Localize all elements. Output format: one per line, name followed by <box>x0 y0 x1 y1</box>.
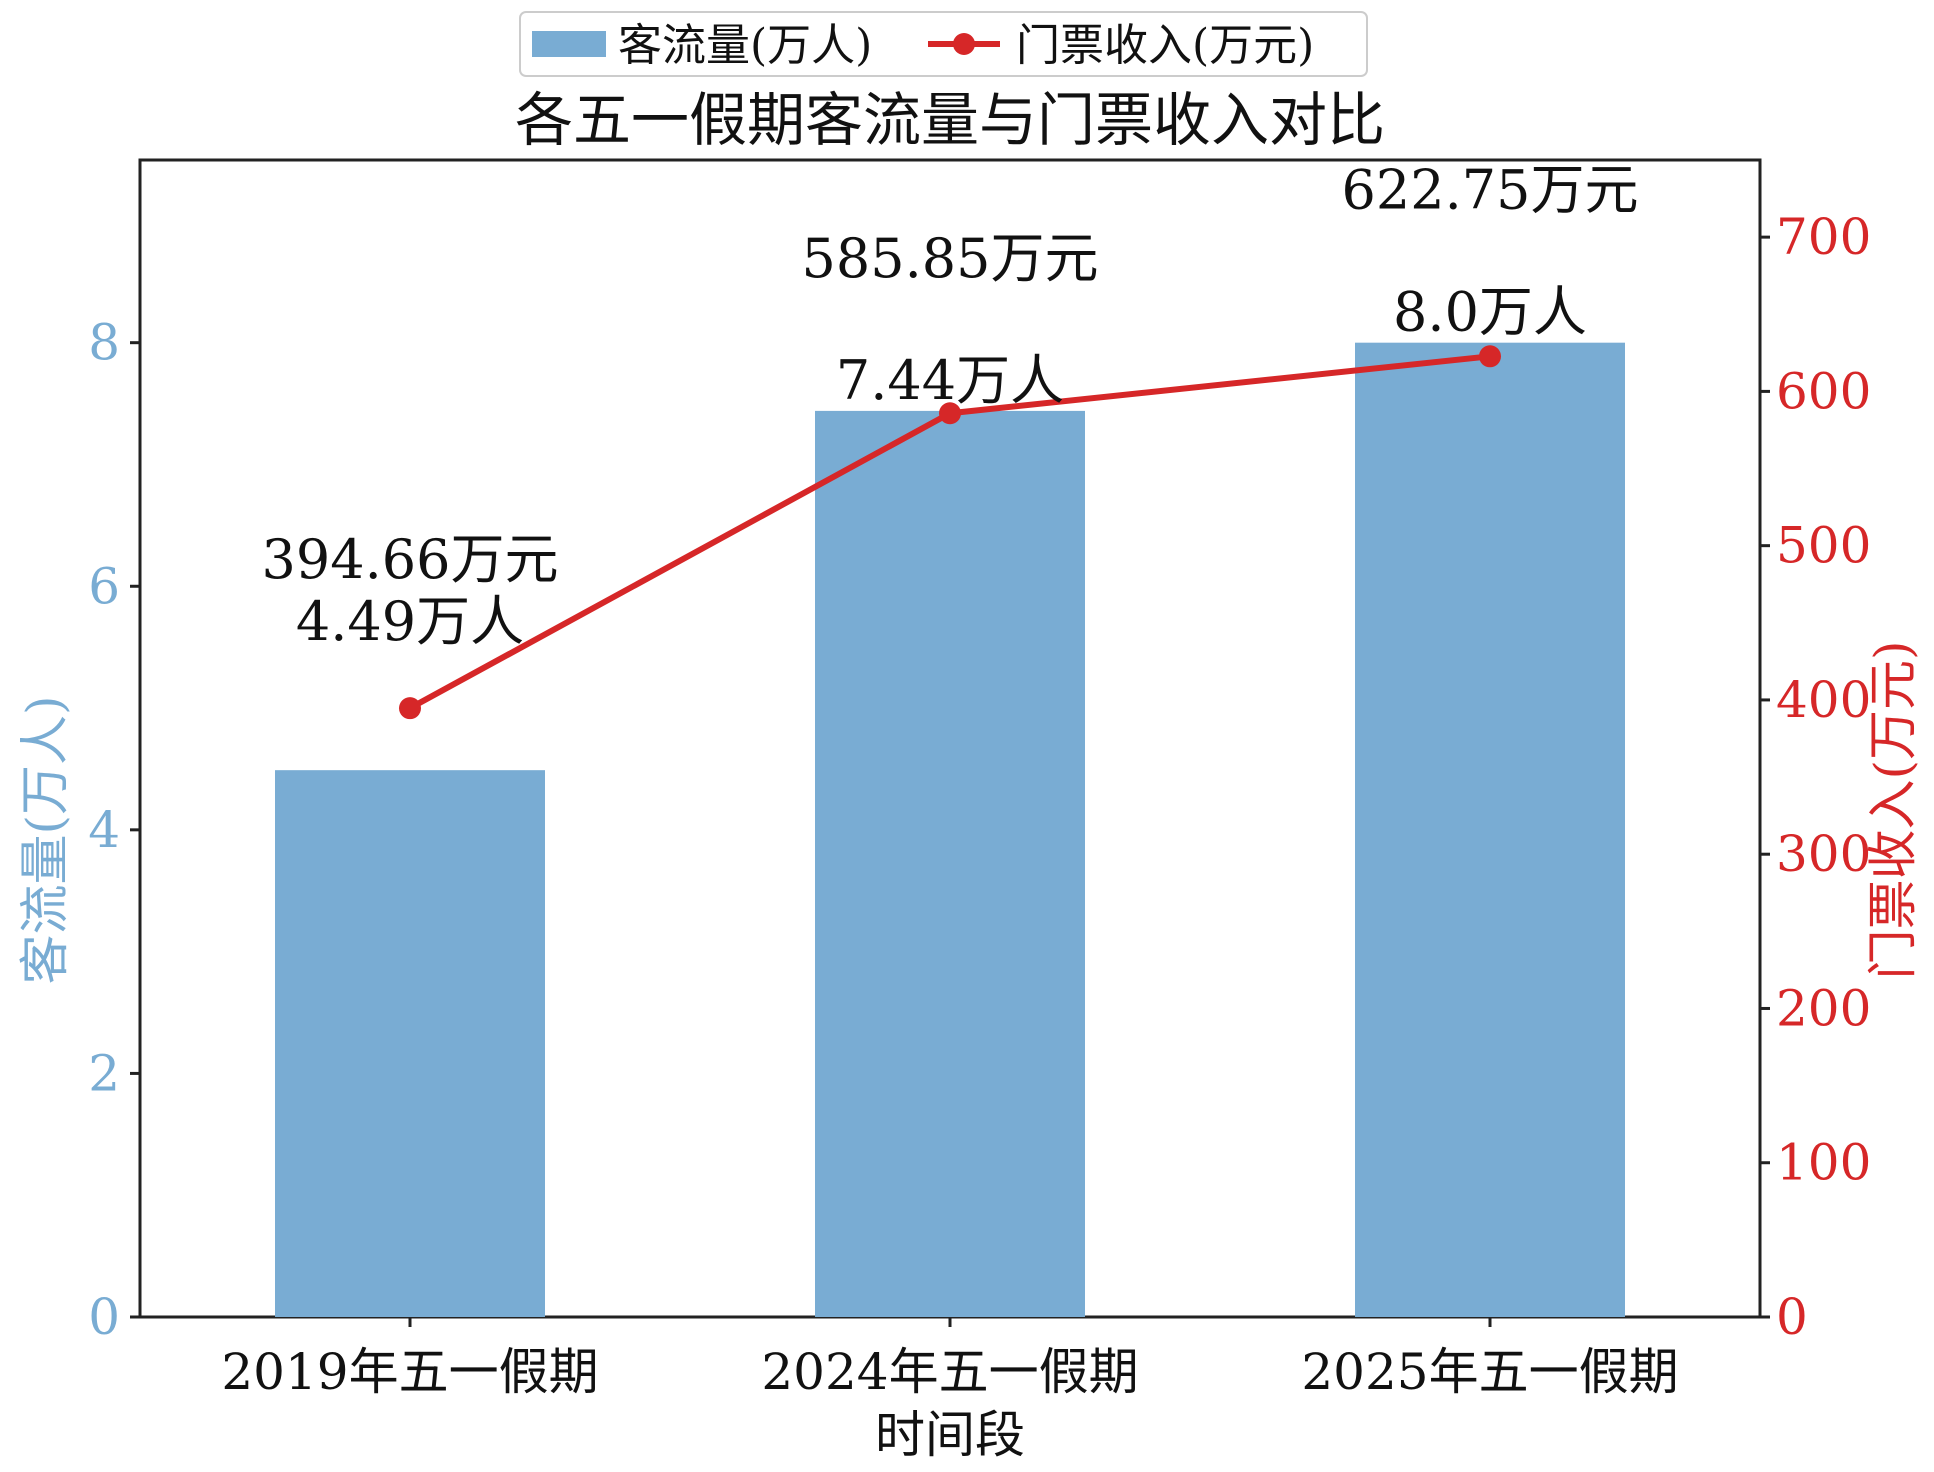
chart-title: 各五一假期客流量与门票收入对比 <box>515 86 1385 154</box>
right-axis-ticks: 0 100 200 300 400 500 600 700 <box>1760 208 1871 1346</box>
right-tick-label: 300 <box>1776 825 1871 883</box>
revenue-value-label: 622.75万元 <box>1342 159 1639 222</box>
x-tick-label: 2019年五一假期 <box>221 1343 598 1401</box>
x-axis-label: 时间段 <box>875 1406 1025 1464</box>
right-tick-label: 200 <box>1776 979 1871 1037</box>
bar-value-label: 4.49万人 <box>296 590 524 653</box>
bar-value-label: 7.44万人 <box>836 349 1064 412</box>
legend-swatch-marker <box>953 33 975 55</box>
right-tick-label: 0 <box>1776 1288 1808 1346</box>
left-tick-label: 2 <box>88 1044 120 1102</box>
y-axis-right-label: 门票收入(万元) <box>1864 640 1922 979</box>
line-group <box>399 345 1501 720</box>
revenue-value-label: 585.85万元 <box>802 227 1099 290</box>
right-tick-label: 500 <box>1776 517 1871 575</box>
bar <box>1355 342 1625 1317</box>
revenue-point <box>1479 345 1501 368</box>
revenue-point <box>399 697 421 720</box>
left-tick-label: 6 <box>88 557 120 615</box>
legend: 客流量(万人) 门票收入(万元) <box>519 11 1368 77</box>
bars-group <box>275 342 1625 1317</box>
revenue-value-label: 394.66万元 <box>262 528 559 591</box>
left-axis-ticks: 0 2 4 6 8 <box>88 314 140 1346</box>
right-tick-label: 600 <box>1776 362 1871 420</box>
bar <box>815 410 1085 1317</box>
y-axis-left-label: 客流量(万人) <box>16 695 74 984</box>
x-axis-ticks: 2019年五一假期 2024年五一假期 2025年五一假期 <box>221 1317 1679 1401</box>
bar <box>275 770 545 1317</box>
revenue-point <box>939 402 961 425</box>
x-tick-label: 2024年五一假期 <box>761 1343 1138 1401</box>
right-tick-label: 100 <box>1776 1134 1871 1192</box>
x-tick-label: 2025年五一假期 <box>1301 1343 1678 1401</box>
right-tick-label: 700 <box>1776 208 1871 266</box>
bar-value-label: 8.0万人 <box>1393 281 1587 344</box>
legend-swatch-bar <box>532 31 606 57</box>
left-tick-label: 0 <box>88 1288 120 1346</box>
right-tick-label: 400 <box>1776 671 1871 729</box>
legend-label-bar: 客流量(万人) <box>618 20 872 71</box>
left-tick-label: 8 <box>88 314 120 372</box>
legend-label-line: 门票收入(万元) <box>1016 20 1314 71</box>
left-tick-label: 4 <box>88 801 120 859</box>
